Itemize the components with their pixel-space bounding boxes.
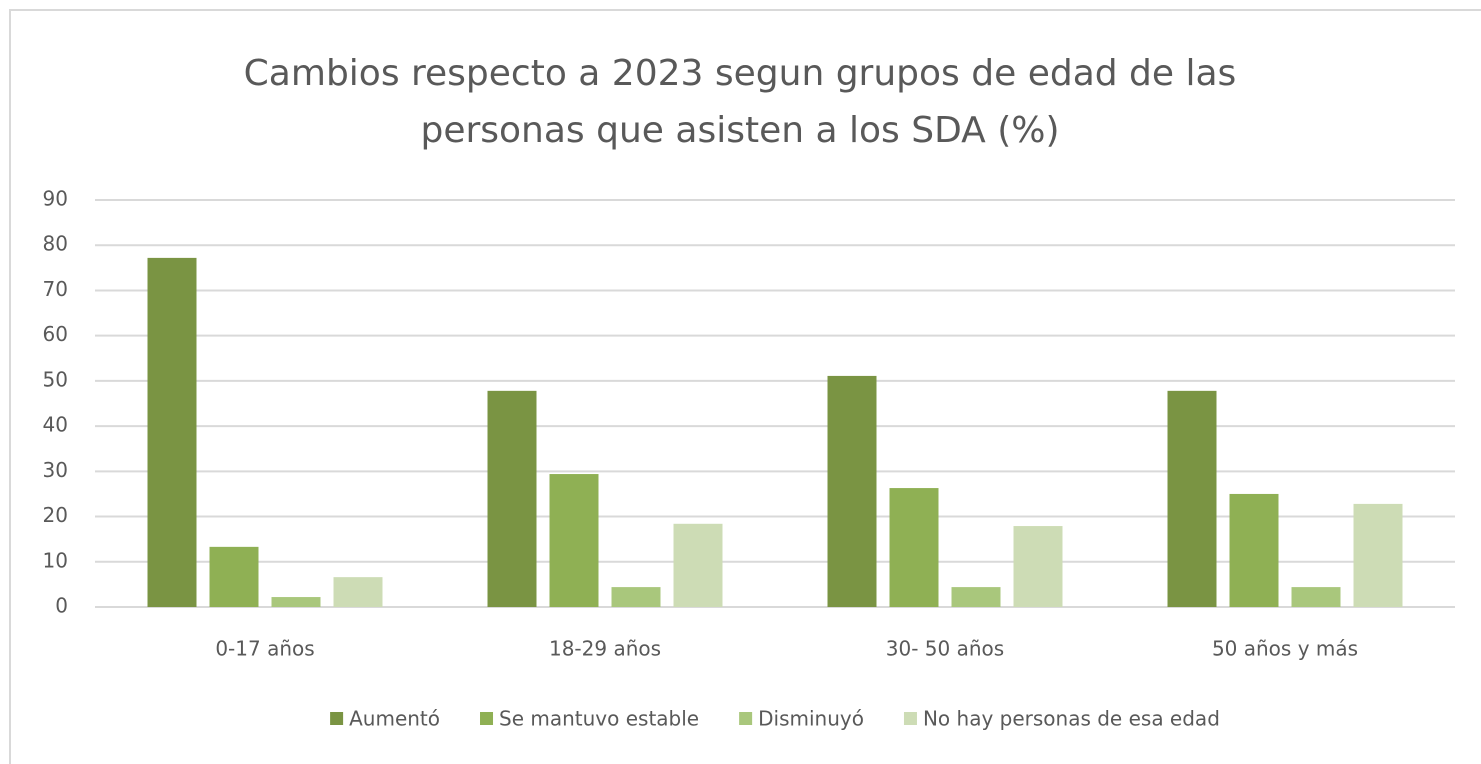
x-tick-label: 18-29 años xyxy=(549,637,661,661)
y-tick-label: 50 xyxy=(43,367,68,391)
legend-swatch xyxy=(739,712,753,725)
y-tick-label: 90 xyxy=(43,187,68,211)
legend-swatch xyxy=(330,712,344,725)
y-tick-label: 0 xyxy=(55,594,68,618)
bar xyxy=(209,546,259,607)
y-tick-label: 60 xyxy=(43,322,68,346)
y-tick-label: 70 xyxy=(43,277,68,301)
legend-label: No hay personas de esa edad xyxy=(923,707,1220,731)
y-tick-label: 30 xyxy=(43,458,68,482)
chart-frame xyxy=(9,9,1481,764)
bar xyxy=(951,587,1001,607)
bar xyxy=(889,488,939,607)
bar xyxy=(333,577,383,607)
bar xyxy=(1229,493,1279,607)
bar xyxy=(549,474,599,607)
x-tick-label: 0-17 años xyxy=(215,637,314,661)
x-tick-label: 50 años y más xyxy=(1212,637,1358,661)
y-tick-label: 10 xyxy=(43,548,68,572)
legend-label: Se mantuvo estable xyxy=(499,707,699,731)
legend-label: Aumentó xyxy=(349,707,440,731)
chart-title: Cambios respecto a 2023 segun grupos de … xyxy=(244,53,1237,94)
legend-swatch xyxy=(480,712,494,725)
y-tick-label: 40 xyxy=(43,413,68,437)
bar xyxy=(1167,390,1217,607)
bar xyxy=(673,523,723,607)
y-tick-label: 80 xyxy=(43,232,68,256)
chart-title: personas que asisten a los SDA (%) xyxy=(420,110,1059,151)
bar xyxy=(271,597,321,607)
bar xyxy=(611,587,661,607)
legend-label: Disminuyó xyxy=(758,707,864,731)
y-tick-label: 20 xyxy=(43,503,68,527)
bar xyxy=(827,375,877,607)
bar xyxy=(487,390,537,607)
bar xyxy=(1013,526,1063,607)
bar xyxy=(147,257,197,607)
legend-swatch xyxy=(903,712,917,725)
bar xyxy=(1291,587,1341,607)
bar xyxy=(1353,503,1403,607)
x-tick-label: 30- 50 años xyxy=(886,637,1004,661)
